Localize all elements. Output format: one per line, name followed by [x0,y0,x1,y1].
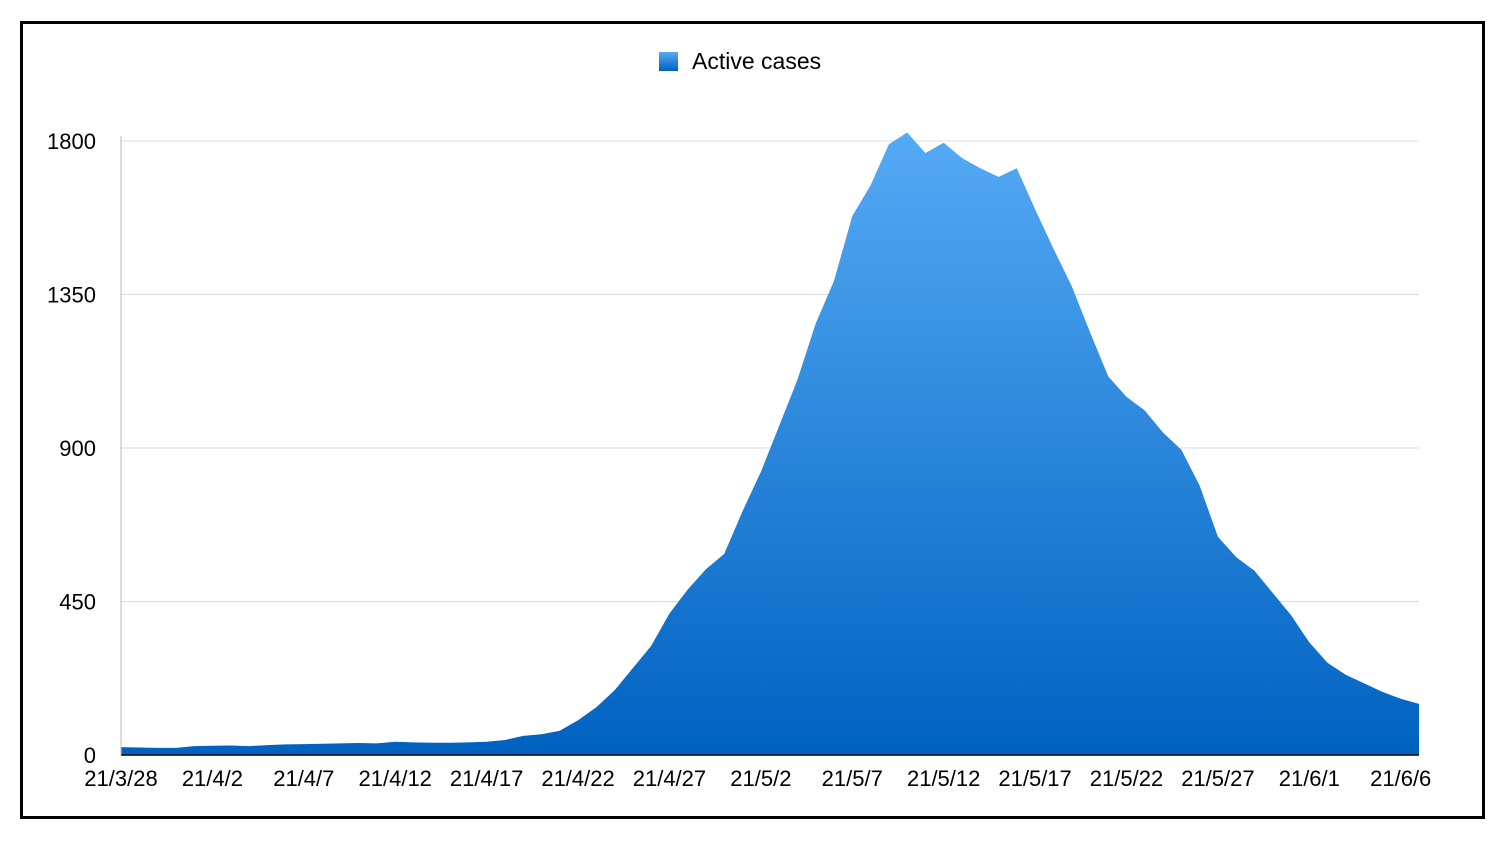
chart-frame: 0 450 900 1350 1800 21/3/28 21/4/2 21/4/7 21/4/… [20,21,1485,819]
x-tick-label: 21/4/7 [273,766,334,791]
x-tick-labels: 21/3/28 21/4/2 21/4/7 21/4/12 21/4/17 21/4/22… [84,766,1431,791]
x-tick-label: 21/5/27 [1181,766,1254,791]
x-tick-label: 21/3/28 [84,766,157,791]
y-tick-label: 450 [59,590,96,615]
y-tick-label: 0 [84,743,96,768]
legend-swatch [659,52,678,71]
legend-label: Active cases [692,48,821,74]
x-tick-label: 21/4/2 [182,766,243,791]
x-tick-label: 21/4/27 [633,766,706,791]
x-tick-label: 21/5/17 [998,766,1071,791]
legend: Active cases [659,48,821,74]
x-tick-label: 21/4/22 [541,766,614,791]
x-tick-label: 21/4/12 [359,766,432,791]
x-tick-label: 21/6/1 [1279,766,1340,791]
y-tick-label: 900 [59,436,96,461]
x-tick-label: 21/4/17 [450,766,523,791]
x-tick-label: 21/5/2 [730,766,791,791]
y-tick-label: 1800 [47,129,96,154]
x-tick-label: 21/5/7 [822,766,883,791]
x-tick-label: 21/5/22 [1090,766,1163,791]
axes [120,136,1419,756]
x-tick-label: 21/5/12 [907,766,980,791]
y-tick-labels: 0 450 900 1350 1800 [47,129,96,768]
x-tick-label: 21/6/6 [1370,766,1431,791]
active-cases-area [121,132,1419,756]
area-chart: 0 450 900 1350 1800 21/3/28 21/4/2 21/4/7 21/4/… [47,48,1431,791]
series-area [121,132,1419,756]
y-tick-label: 1350 [47,283,96,308]
